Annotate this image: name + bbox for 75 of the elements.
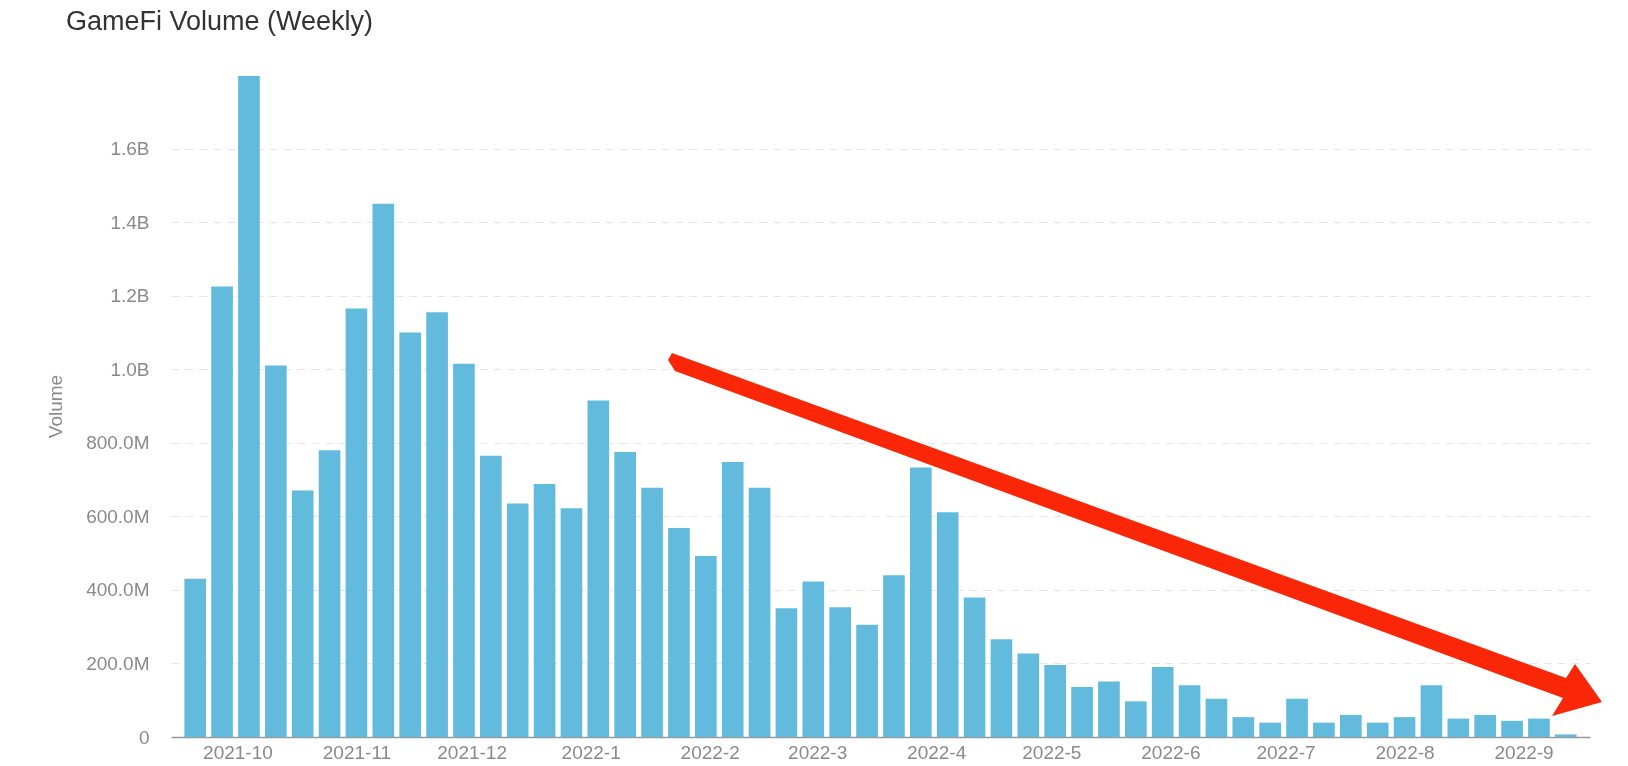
bar <box>883 575 905 737</box>
bar <box>1447 718 1470 737</box>
x-tick-label: 2022-3 <box>788 741 848 763</box>
bar <box>909 467 932 737</box>
y-tick-label: 400.0M <box>86 579 150 601</box>
bar <box>856 624 878 737</box>
y-tick-label: 1.4B <box>110 211 150 233</box>
x-tick-label: 2021-11 <box>322 741 392 763</box>
bar <box>506 503 529 737</box>
bar <box>829 607 852 737</box>
bar <box>1124 701 1147 737</box>
x-tick-label: 2022-1 <box>561 741 621 763</box>
y-tick-label: 0 <box>138 726 150 748</box>
x-tick-label: 2022-8 <box>1375 741 1435 763</box>
bar <box>1313 722 1335 737</box>
y-tick-label: 1.2B <box>110 285 150 307</box>
bar <box>1420 685 1443 737</box>
x-tick-label: 2022-9 <box>1494 741 1554 763</box>
bar <box>345 308 368 737</box>
bar <box>1098 681 1120 737</box>
bar <box>264 365 287 737</box>
bar <box>1205 698 1228 737</box>
bar <box>748 487 771 737</box>
bar <box>963 597 986 737</box>
bar <box>426 312 448 737</box>
bar <box>533 483 556 737</box>
bar <box>1366 722 1389 737</box>
x-tick-label: 2022-2 <box>680 741 740 763</box>
bar <box>1259 722 1282 737</box>
y-tick-label: 1.0B <box>110 358 150 380</box>
bar <box>1286 698 1308 737</box>
x-tick-label: 2022-7 <box>1256 741 1316 763</box>
y-tick-label: 200.0M <box>86 652 150 674</box>
x-tick-label: 2022-6 <box>1141 741 1201 763</box>
bar <box>1554 734 1577 737</box>
x-tick-label: 2022-4 <box>907 741 967 763</box>
y-tick-label: 600.0M <box>86 505 150 527</box>
bar <box>1151 667 1174 737</box>
bar <box>238 76 260 737</box>
bar <box>291 490 314 737</box>
bar <box>1178 685 1201 737</box>
bar <box>775 608 798 737</box>
bar <box>641 487 663 737</box>
chart-title: GameFi Volume (Weekly) <box>66 6 374 37</box>
bar <box>1232 717 1255 737</box>
bar <box>211 286 233 737</box>
bar <box>936 512 959 737</box>
y-tick-label: 1.6B <box>110 138 150 160</box>
bar <box>318 450 341 737</box>
y-axis-title: Volume <box>45 374 67 439</box>
bar <box>614 451 637 737</box>
bar <box>990 639 1013 737</box>
bar <box>721 461 744 737</box>
x-tick-label: 2021-10 <box>203 741 273 763</box>
bar <box>694 556 717 737</box>
bar <box>802 581 825 737</box>
x-tick-label: 2021-12 <box>437 741 507 763</box>
bar <box>1017 653 1040 737</box>
bar <box>1071 686 1093 737</box>
bar <box>1393 717 1416 737</box>
bar <box>1474 714 1497 737</box>
bar <box>668 528 690 737</box>
bar <box>184 578 207 737</box>
bar <box>372 203 395 737</box>
bar <box>1339 714 1362 737</box>
bar <box>1044 664 1067 737</box>
bar <box>1528 718 1550 737</box>
bar <box>587 400 610 737</box>
bar <box>399 332 422 737</box>
bar <box>560 508 583 737</box>
bar <box>1501 720 1523 737</box>
bar <box>479 455 502 737</box>
bar <box>453 363 475 737</box>
x-tick-label: 2022-5 <box>1022 741 1082 763</box>
y-tick-label: 800.0M <box>86 432 150 454</box>
